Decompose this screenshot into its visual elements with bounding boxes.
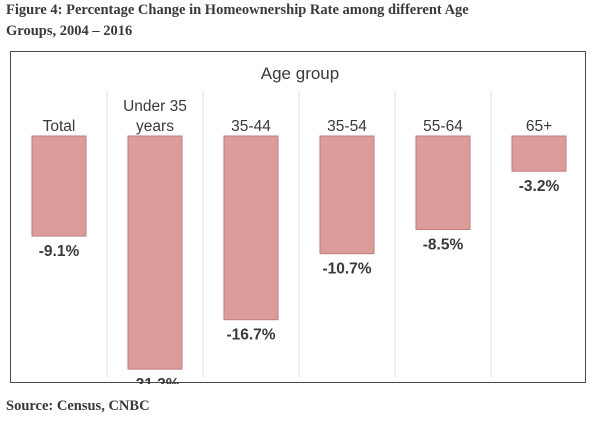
bar [127, 135, 183, 370]
figure-caption-line-2: Groups, 2004 – 2016 [6, 23, 133, 39]
column-separators [106, 90, 492, 378]
value-labels: -9.1% -21.2% -16.7% -10.7% -8.5% -3.2% [39, 178, 560, 384]
source-note: Source: Census, CNBC [6, 398, 150, 414]
figure-caption: Figure 4: Percentage Change in Homeowner… [6, 0, 596, 42]
value-label: -21.2% [130, 376, 179, 384]
value-label: -16.7% [226, 327, 275, 344]
category-label: Total [43, 118, 76, 135]
bar [223, 135, 279, 321]
value-label: -9.1% [39, 243, 80, 260]
bar [31, 135, 87, 237]
category-labels: Total Under 35 years 35-44 35-54 55-64 65+ [43, 98, 553, 135]
category-label: Under 35 years [123, 98, 187, 135]
bar [511, 135, 567, 172]
value-label: -10.7% [322, 261, 371, 278]
value-label: -8.5% [423, 237, 464, 254]
value-label: -3.2% [519, 178, 560, 195]
figure-caption-line-1: Figure 4: Percentage Change in Homeowner… [6, 2, 469, 18]
chart-title: Age group [261, 64, 339, 83]
category-label: 35-44 [231, 118, 271, 135]
category-label: 35-54 [327, 118, 367, 135]
chart-frame: Age group Total Under 35 years 35-44 35-54 55… [10, 51, 586, 384]
bar [415, 135, 471, 230]
category-label: 65+ [526, 118, 552, 135]
bar-chart: Age group Total Under 35 years 35-44 35-54 55… [31, 64, 567, 384]
category-label: 55-64 [423, 118, 463, 135]
bars [31, 135, 567, 370]
bar [319, 135, 375, 255]
